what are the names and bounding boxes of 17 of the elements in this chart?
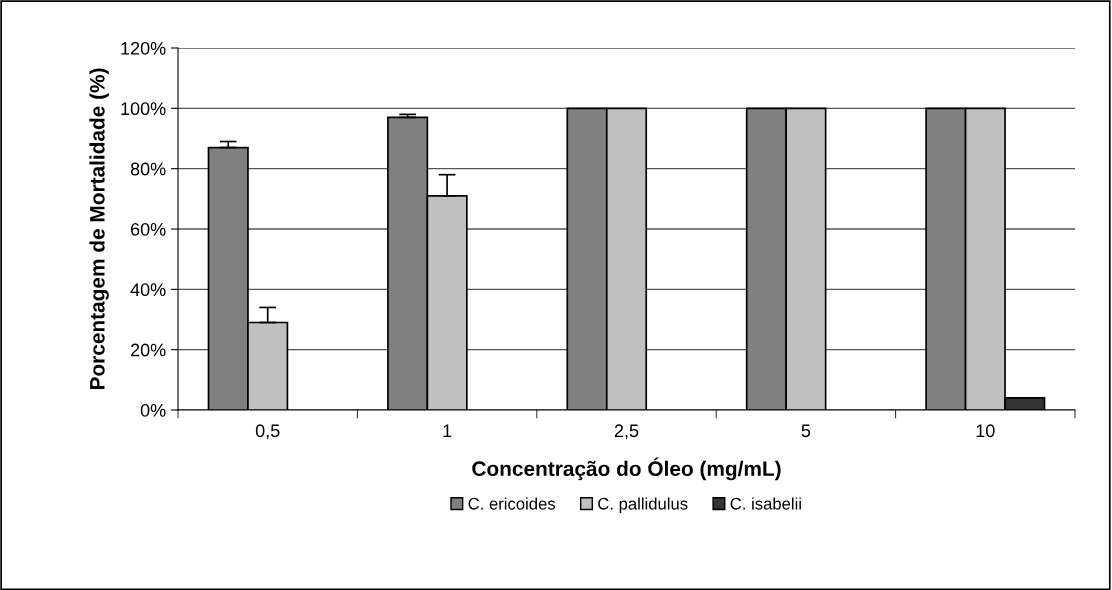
x-tick-label: 2,5 [614,424,639,440]
y-axis-title: Porcentagem de Mortalidade (%) [89,68,109,390]
x-tick-label: 0,5 [255,424,280,440]
y-tick-label: 0% [140,403,166,417]
y-tick-label: 80% [130,162,166,176]
x-tick-label: 5 [801,424,811,438]
legend-label: C. pallidulus [598,497,688,513]
y-tick-label: 120% [121,41,166,55]
x-tick-label: 10 [976,424,995,438]
y-tick-label: 40% [130,283,166,297]
x-axis-title: Concentração do Óleo (mg/mL) [472,457,781,481]
y-tick-label: 60% [130,222,166,236]
legend-label: C. isabelii [730,497,801,510]
y-tick-label: 100% [121,102,166,116]
x-tick-label: 1 [443,424,452,437]
y-tick-label: 20% [130,343,166,357]
legend-label: C. ericoides [468,497,556,510]
